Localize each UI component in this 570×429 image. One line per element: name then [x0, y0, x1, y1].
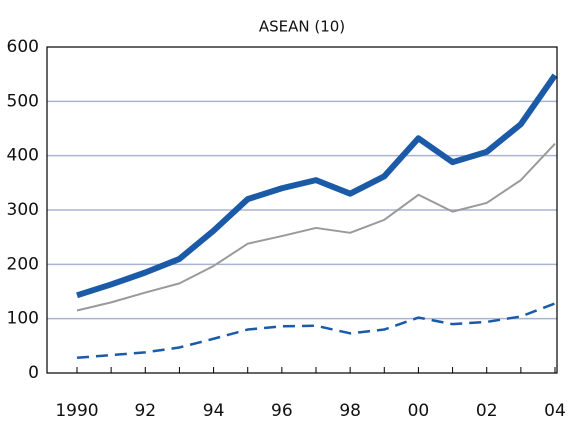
y-tick-label: 600 [7, 37, 39, 57]
y-tick-label: 200 [7, 254, 39, 274]
x-tick-label: 94 [203, 401, 225, 421]
x-tick-label: 96 [271, 401, 293, 421]
y-tick-label: 300 [7, 200, 39, 220]
y-tick-label: 100 [7, 309, 39, 329]
y-tick-label: 0 [28, 363, 39, 383]
y-tick-label: 500 [7, 91, 39, 111]
x-tick-label: 04 [544, 401, 566, 421]
series-line [76, 143, 556, 312]
x-tick-label: 02 [476, 401, 498, 421]
chart-title: ASEAN (10) [259, 18, 345, 36]
y-tick-label: 400 [7, 146, 39, 166]
plot-frame [46, 46, 558, 374]
x-tick-label: 98 [339, 401, 361, 421]
x-tick-label: 92 [134, 401, 156, 421]
x-tick-label: 1990 [55, 401, 98, 421]
x-tick-label: 00 [408, 401, 430, 421]
series-line [76, 73, 558, 299]
series-line [76, 302, 556, 360]
